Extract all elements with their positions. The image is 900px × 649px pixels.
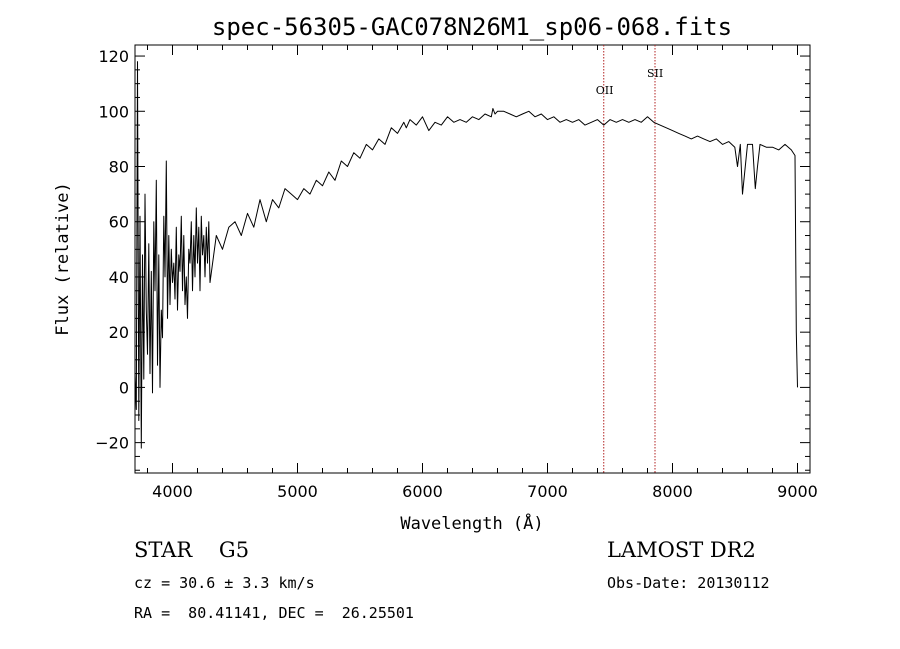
tick-labels: 4000 5000 6000 7000 8000 9000 −20 0 20 40 60 80 100 1… (95, 47, 818, 501)
x-tick-label: 8000 (652, 482, 693, 501)
y-axis-label: Flux (relative) (53, 182, 73, 336)
x-tick-label: 4000 (152, 482, 193, 501)
survey-name: LAMOST DR2 (607, 538, 756, 562)
y-tick-label: 20 (109, 323, 129, 342)
x-tick-label: 6000 (402, 482, 443, 501)
velocity-text: cz = 30.6 ± 3.3 km/s (134, 574, 315, 592)
y-tick-label: −20 (95, 434, 129, 453)
y-tick-label: 60 (109, 213, 129, 232)
line-marker-label: OII (596, 84, 614, 97)
spectrum-line (134, 61, 798, 449)
x-tick-label: 9000 (777, 482, 818, 501)
y-tick-label: 80 (109, 157, 129, 176)
line-markers: OII SII (596, 45, 663, 473)
y-tick-label: 40 (109, 268, 129, 287)
chart-title: spec-56305-GAC078N26M1_sp06-068.fits (212, 13, 732, 41)
coordinates-text: RA = 80.41141, DEC = 26.25501 (134, 604, 414, 622)
line-marker-label: SII (647, 67, 663, 80)
x-axis-label: Wavelength (Å) (400, 512, 543, 534)
x-tick-label: 7000 (527, 482, 568, 501)
x-tick-label: 5000 (277, 482, 318, 501)
y-tick-label: 100 (98, 102, 129, 121)
axis-ticks (135, 45, 810, 473)
plot-frame (134, 44, 811, 474)
object-class: STAR G5 (134, 538, 250, 562)
obs-date-text: Obs-Date: 20130112 (607, 574, 770, 592)
spectrum-series (134, 61, 798, 449)
y-tick-label: 120 (98, 47, 129, 66)
y-tick-label: 0 (119, 378, 129, 397)
